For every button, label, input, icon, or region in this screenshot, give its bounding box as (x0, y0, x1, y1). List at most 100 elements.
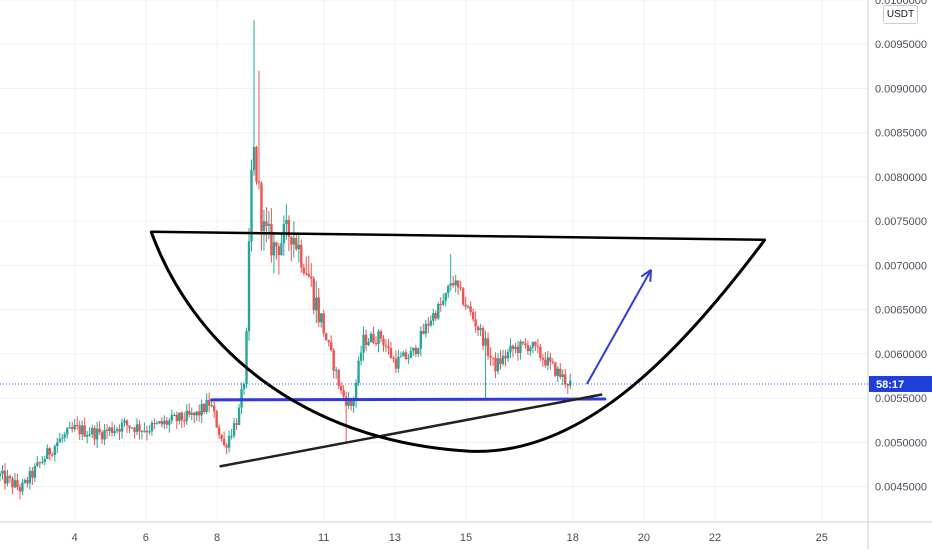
candle-body (56, 442, 59, 447)
candle-body (83, 425, 86, 437)
candle-body (227, 435, 231, 448)
candle-body (267, 223, 271, 226)
candle-body (290, 236, 293, 245)
candle-body (125, 420, 129, 426)
candle-body (31, 470, 34, 478)
candle-body (66, 428, 69, 435)
y-tick-label: 0.0095000 (875, 39, 927, 51)
candle-body (73, 424, 76, 430)
candle-body (402, 352, 405, 357)
candle-body (372, 333, 375, 343)
candle-body (185, 410, 188, 422)
candle-body (260, 183, 263, 232)
candle-body (409, 350, 413, 358)
rim-line (149, 230, 767, 242)
grid (0, 0, 868, 522)
candle-body (232, 423, 236, 436)
candle-body (140, 430, 144, 432)
candle-body (13, 480, 17, 488)
candle-body (419, 331, 423, 349)
candle-body (108, 427, 111, 432)
candle-body (322, 313, 325, 334)
candle-body (437, 303, 440, 319)
candle-body (514, 346, 517, 350)
candle-body (180, 412, 183, 421)
candle-body (8, 476, 12, 479)
drawings (149, 230, 767, 468)
candle-body (339, 385, 343, 391)
candle-body (352, 400, 355, 406)
candle-body (247, 241, 251, 332)
candle-body (250, 170, 253, 242)
candle-body (292, 238, 296, 245)
candle-body (178, 412, 181, 422)
candle-body (61, 437, 64, 439)
candle-body (138, 424, 141, 432)
candle-body (88, 434, 91, 436)
y-tick-label: 0.0050000 (875, 437, 927, 449)
candle-body (429, 320, 432, 326)
candle-body (242, 384, 246, 390)
candle-body (16, 480, 19, 488)
candle-body (297, 244, 301, 250)
x-tick-label: 13 (389, 532, 401, 544)
y-tick-label: 0.0055000 (875, 393, 927, 405)
y-tick-label: 0.0060000 (875, 349, 927, 361)
candle-body (95, 428, 99, 440)
candle-body (85, 434, 89, 437)
x-tick-label: 6 (143, 532, 149, 544)
candle-body (424, 323, 428, 334)
support-line (210, 397, 607, 402)
candle-body (53, 446, 56, 455)
candle-body (377, 331, 380, 345)
candle-body (212, 405, 216, 412)
candle-body (300, 244, 303, 268)
candle-body (163, 420, 166, 425)
candle-body (207, 399, 211, 406)
candle-body (417, 348, 420, 355)
candle-body (466, 306, 470, 308)
candle-body (456, 280, 460, 288)
x-axis[interactable]: 4 6 8 11 13 15 18 20 22 25 (72, 532, 828, 544)
candle-body (427, 323, 430, 326)
candle-body (93, 427, 96, 440)
candle-body (539, 346, 542, 358)
candle-body (105, 429, 109, 432)
candle-body (342, 390, 345, 397)
candle-body (198, 411, 201, 416)
candle-body (58, 438, 61, 443)
candle-body (135, 424, 139, 432)
candle-body (414, 347, 418, 355)
candle-body (531, 342, 535, 348)
candle-body (494, 357, 497, 372)
currency-badge[interactable]: USDT (883, 5, 918, 24)
candle-body (43, 459, 47, 462)
candle-body (556, 368, 559, 376)
candle-body (155, 423, 159, 425)
y-axis[interactable]: 0.0045000 0.0050000 0.0055000 0.0060000 0.00… (875, 0, 927, 494)
candle-body (344, 396, 348, 406)
candle-body (442, 300, 445, 305)
candle-body (28, 470, 32, 484)
candle-body (459, 287, 462, 289)
candle-body (80, 425, 84, 435)
candle-body (165, 420, 169, 425)
candle-body (496, 358, 500, 372)
candle-body (270, 223, 273, 256)
candle-body (367, 342, 370, 346)
candle-body (481, 328, 485, 346)
candle-body (369, 333, 373, 343)
y-tick-label: 0.0070000 (875, 260, 927, 272)
candle-body (145, 430, 149, 433)
candle-body (202, 403, 206, 412)
candle-body (3, 470, 7, 484)
candle-body (511, 345, 515, 350)
candle-body (252, 146, 256, 171)
y-tick-label: 0.0065000 (875, 305, 927, 317)
candle-body (469, 306, 472, 313)
candle-body (23, 479, 27, 483)
candle-body (379, 331, 383, 339)
candle-body (257, 181, 261, 184)
